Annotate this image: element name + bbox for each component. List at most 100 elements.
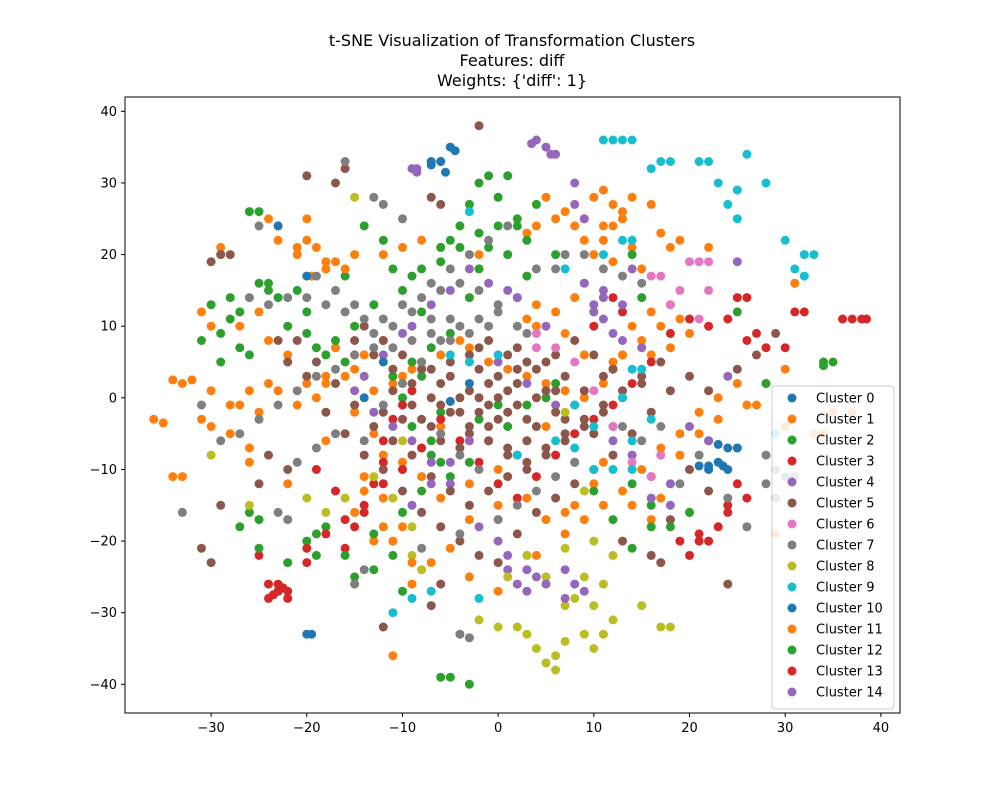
data-point [493,350,503,360]
data-point [244,457,254,467]
data-point [589,429,599,439]
data-point [359,314,369,324]
data-point [417,472,427,482]
y-tick-label: −20 [90,535,117,550]
data-point [618,214,627,224]
data-point [264,214,273,224]
data-point [417,307,427,317]
data-point [541,321,551,331]
data-point [311,465,321,474]
data-point [484,436,494,446]
data-point [579,414,589,424]
data-point [618,235,627,245]
data-point [426,393,436,403]
data-point [264,300,273,310]
data-point [197,336,206,345]
data-point [398,285,407,295]
data-point [598,135,608,145]
data-point [799,271,809,281]
data-point [445,357,455,367]
data-point [579,350,589,360]
data-point [292,400,302,410]
data-point [493,465,503,474]
data-point [292,457,302,467]
data-point [503,386,513,396]
data-point [627,264,637,274]
data-point [570,221,580,231]
data-point [426,586,436,596]
data-point [493,371,503,381]
data-point [579,393,589,403]
data-point [761,379,771,388]
data-point [426,457,436,467]
data-point [369,529,379,539]
data-point [311,550,321,560]
data-point [551,493,561,503]
data-point [417,565,427,575]
data-point [627,242,637,252]
x-tick-label: −20 [293,721,320,736]
data-point [378,450,388,460]
data-point [484,321,494,331]
data-point [254,278,264,288]
data-point [388,379,398,388]
data-point [484,486,494,496]
data-point [570,457,580,467]
data-point [235,343,245,353]
data-point [646,414,656,424]
data-point [455,536,465,546]
data-point [474,364,484,374]
series-cluster-7 [177,157,800,643]
data-point [694,429,704,439]
data-point [206,321,216,331]
data-point [378,465,388,474]
data-point [436,379,446,388]
data-point [311,529,321,539]
data-point [455,443,465,453]
data-point [474,228,484,238]
data-point [206,300,216,310]
legend-label: Cluster 9 [816,581,875,596]
data-point [398,436,407,446]
data-point [732,379,742,388]
data-point [522,235,532,245]
data-point [350,407,360,417]
data-point [541,579,551,589]
data-point [618,536,627,546]
data-point [283,465,293,474]
data-point [608,135,618,145]
data-point [809,250,819,260]
data-point [378,314,388,324]
data-point [388,422,398,431]
data-point [321,507,331,517]
data-point [321,257,331,267]
data-point [254,221,264,231]
data-point [417,264,427,274]
data-point [197,543,206,553]
data-point [646,307,656,317]
data-point [417,364,427,374]
data-point [570,429,580,439]
data-point [350,579,360,589]
data-point [522,271,532,281]
data-point [388,414,398,424]
data-point [608,221,618,231]
data-point [598,371,608,381]
data-point [752,350,761,360]
data-point [426,343,436,353]
data-point [484,422,494,431]
data-point [723,443,733,453]
data-point [407,364,417,374]
x-tick-label: 20 [681,721,698,736]
data-point [225,293,235,303]
data-point [273,336,283,345]
data-point [311,242,321,252]
data-point [302,171,312,181]
data-point [589,350,599,360]
data-point [292,250,302,260]
data-point [704,536,714,546]
data-point [378,493,388,503]
data-point [244,507,254,517]
data-point [407,400,417,410]
data-point [321,379,331,388]
